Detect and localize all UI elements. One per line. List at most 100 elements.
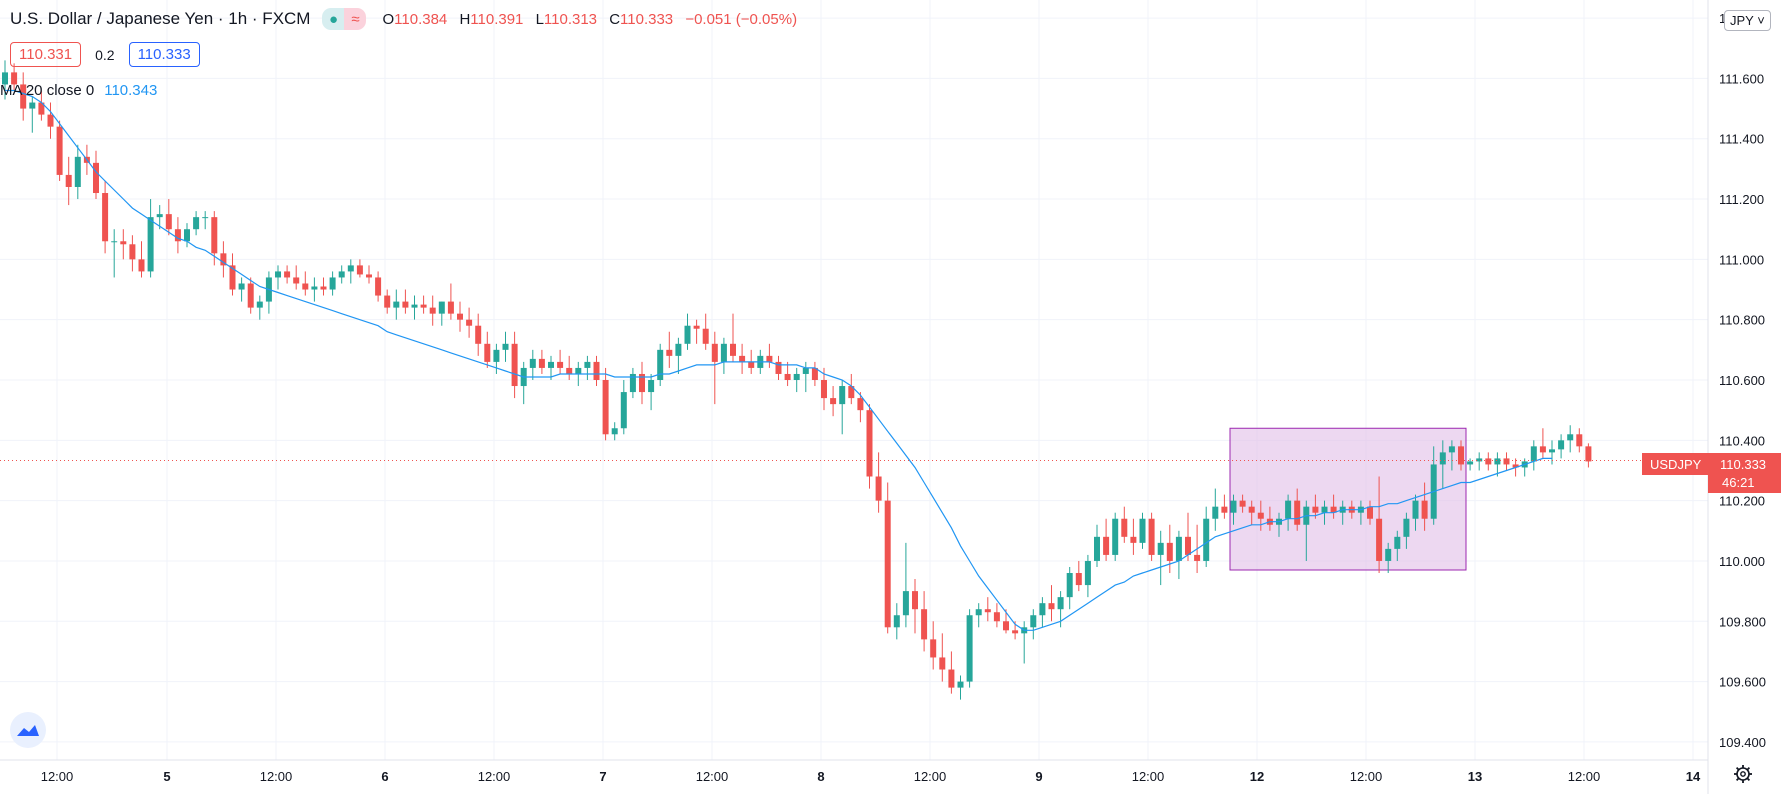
time-tick-label: 8 — [817, 769, 824, 784]
candle-body — [648, 380, 655, 393]
ma-line — [5, 89, 1552, 631]
candle-body — [1175, 536, 1182, 561]
candle-body — [156, 214, 163, 218]
candle-body — [65, 174, 72, 187]
candle-body — [748, 361, 755, 368]
price-tick-label: 110.000 — [1719, 554, 1765, 569]
price-tick-label: 111.200 — [1719, 192, 1764, 207]
candle-body — [1166, 542, 1173, 561]
candle-body — [111, 241, 118, 243]
time-axis[interactable]: 12:00 5 12:00 6 12:00 7 12:00 8 12:00 9 12:00 12 12:… — [41, 769, 1701, 784]
gear-icon[interactable] — [1733, 764, 1753, 789]
candle-body — [184, 229, 190, 242]
candle-body — [165, 214, 172, 230]
candle-body — [611, 428, 618, 435]
market-open-dot-icon[interactable]: ● — [322, 8, 345, 30]
candle-body — [1503, 458, 1510, 465]
candle-body — [1294, 500, 1301, 525]
candle-body — [984, 609, 991, 613]
candle-body — [1248, 506, 1255, 513]
approx-icon[interactable]: ≈ — [344, 8, 367, 30]
candle-body — [775, 361, 782, 374]
candle-body — [811, 367, 818, 380]
price-tick-label: 110.200 — [1719, 494, 1765, 509]
candle-body — [702, 328, 709, 344]
candle-body — [193, 217, 200, 230]
candle-body — [566, 367, 573, 374]
candle-body — [1066, 573, 1073, 598]
candle-body — [1558, 440, 1565, 450]
price-tag-symbol: USDJPY — [1650, 457, 1702, 472]
time-tick-label: 12:00 — [478, 769, 511, 784]
candle-body — [1285, 500, 1292, 519]
candle-body — [120, 241, 127, 245]
ma-legend-value: 110.343 — [104, 82, 158, 99]
chart-grid — [0, 0, 1708, 760]
tradingview-logo-icon[interactable] — [10, 712, 46, 748]
candle-body — [1230, 500, 1237, 513]
price-tag-price: 110.333 — [1720, 457, 1766, 472]
candle-body — [1330, 506, 1337, 513]
highlight-rectangle[interactable] — [1229, 427, 1467, 571]
candle-body — [657, 349, 664, 380]
candle-body — [902, 591, 909, 616]
candle-body — [1494, 458, 1501, 465]
candle-body — [1458, 446, 1464, 465]
candle-body — [247, 283, 254, 308]
buy-price-button[interactable]: 110.333 — [128, 42, 200, 67]
candle-body — [411, 304, 418, 308]
market-status-buttons[interactable]: ● ≈ — [322, 8, 367, 30]
candle-body — [1476, 458, 1483, 462]
candle-body — [893, 615, 900, 628]
price-tick-label: 110.600 — [1719, 373, 1765, 388]
candle-body — [1130, 536, 1137, 543]
candle-body — [766, 355, 773, 362]
time-tick-label: 12:00 — [1568, 769, 1601, 784]
price-axis[interactable]: 111.800111.600111.400111.200111.000110.8… — [1719, 11, 1766, 750]
candle-body — [384, 295, 391, 308]
candle-body — [211, 217, 218, 254]
time-tick-label: 13 — [1468, 769, 1482, 784]
legend-title-row: U.S. Dollar / Japanese Yen · 1h · FXCM ●… — [10, 8, 805, 30]
ohlc-values: O110.384 H110.391 L110.313 C110.333 −0.0… — [382, 11, 805, 28]
ma-legend-label[interactable]: MA 20 close 0 — [0, 82, 95, 99]
candle-body — [229, 265, 236, 290]
candle-body — [848, 386, 855, 399]
time-tick-label: 6 — [381, 769, 388, 784]
candle-body — [329, 277, 336, 290]
candle-body — [857, 398, 864, 411]
sell-price-button[interactable]: 110.331 — [10, 42, 82, 67]
candle-body — [629, 373, 636, 393]
candle-body — [1103, 536, 1110, 555]
candle-body — [1385, 548, 1392, 561]
candle-body — [1367, 506, 1373, 519]
low-value: 110.313 — [543, 10, 598, 28]
symbol-title[interactable]: U.S. Dollar / Japanese Yen · 1h · FXCM — [10, 9, 311, 28]
candle-body — [966, 615, 973, 682]
candle-body — [457, 313, 463, 320]
candle-body — [1212, 506, 1219, 519]
time-tick-label: 12:00 — [696, 769, 729, 784]
candle-body — [557, 361, 564, 368]
ma-legend-row[interactable]: MA 20 close 0 110.343 — [0, 82, 157, 99]
candle-body — [284, 271, 291, 278]
candle-body — [1576, 434, 1583, 447]
candle-body — [1467, 461, 1474, 465]
candle-body — [1185, 536, 1191, 555]
candle-body — [957, 681, 964, 688]
candle-body — [174, 229, 181, 242]
time-tick-label: 12 — [1250, 769, 1264, 784]
candle-body — [56, 126, 63, 175]
candle-body — [639, 373, 645, 393]
low-label: L — [535, 10, 544, 28]
candle-body — [1530, 446, 1537, 462]
candle-body — [921, 609, 928, 640]
currency-button[interactable]: JPY ˅ — [1724, 10, 1771, 31]
candle-body — [275, 271, 281, 278]
candle-body — [693, 325, 700, 329]
candle-body — [1139, 518, 1146, 543]
price-tick-label: 109.400 — [1719, 735, 1766, 750]
candle-body — [802, 367, 809, 374]
open-value: 110.384 — [394, 10, 448, 28]
